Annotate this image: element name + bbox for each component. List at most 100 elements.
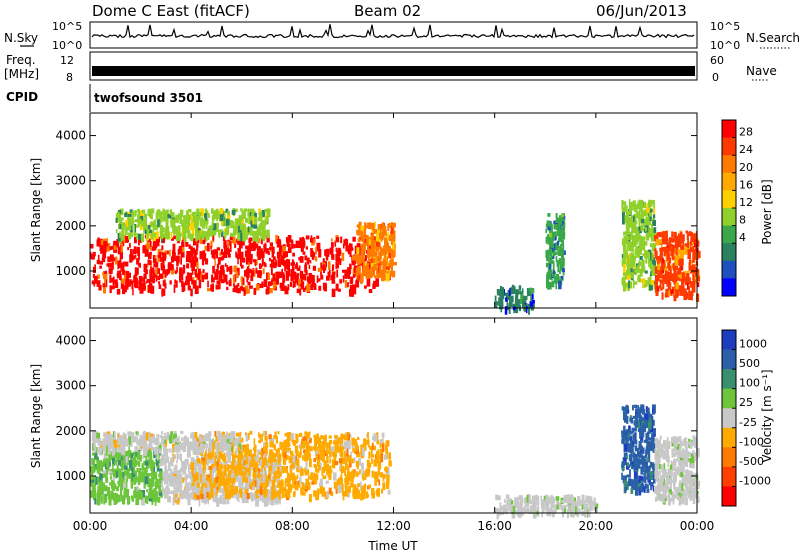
velocity-cell <box>321 493 326 497</box>
power-cell <box>553 224 558 230</box>
power-cell <box>642 242 646 251</box>
velocity-cell <box>227 443 230 453</box>
velocity-cell <box>150 464 154 471</box>
velocity-cell <box>259 451 263 456</box>
velocity-cell <box>239 483 243 489</box>
power-cell <box>373 228 378 234</box>
velocity-cell <box>124 439 127 444</box>
power-cell <box>656 286 660 292</box>
velocity-cell <box>175 487 178 495</box>
velocity-cell <box>228 440 232 448</box>
power-cell <box>670 292 673 296</box>
power-cell <box>680 285 684 293</box>
velocity-cell <box>256 468 261 478</box>
velocity-cell <box>329 451 332 458</box>
power-cell <box>206 210 209 215</box>
power-cell <box>653 271 657 276</box>
velocity-cell <box>271 467 273 475</box>
power-cell <box>209 225 213 230</box>
velocity-cell <box>105 477 109 483</box>
power-cell <box>352 285 357 295</box>
power-cell <box>351 288 354 297</box>
velocity-cell <box>249 467 253 471</box>
power-cell <box>143 264 148 273</box>
velocity-cell <box>265 479 268 488</box>
power-cell <box>685 230 689 234</box>
power-cell <box>686 232 689 240</box>
velocity-cell <box>177 497 180 505</box>
velocity-cell <box>208 431 212 437</box>
power-cell <box>225 208 229 213</box>
velocity-cell <box>164 494 167 499</box>
cpid-label: CPID <box>6 90 38 104</box>
velocity-cell <box>90 466 94 476</box>
power-cell <box>684 281 689 286</box>
power-cell <box>121 278 125 284</box>
velocity-cell <box>91 434 95 442</box>
power-cell <box>182 264 186 274</box>
power-cell <box>112 279 115 287</box>
power-cell <box>645 216 650 223</box>
velocity-cell <box>574 501 578 508</box>
power-cell <box>208 225 211 230</box>
power-cell <box>285 237 289 243</box>
power-cell <box>93 281 95 285</box>
power-cell <box>626 225 630 235</box>
power-cell <box>292 252 295 257</box>
power-cell <box>546 271 549 279</box>
velocity-cell <box>504 498 506 504</box>
power-cell <box>151 246 155 251</box>
velocity-cell <box>113 498 117 505</box>
power-cell <box>511 286 516 295</box>
power-cell <box>640 237 644 242</box>
velocity-cell <box>222 434 226 443</box>
power-cell <box>499 300 502 307</box>
power-cell <box>667 273 671 278</box>
power-cell <box>241 264 244 269</box>
velocity-cell <box>96 497 101 506</box>
velocity-cell <box>150 446 155 451</box>
power-cell <box>267 281 272 287</box>
velocity-cell <box>226 448 229 457</box>
power-cell <box>662 282 665 290</box>
velocity-cell <box>572 504 576 510</box>
power-cell <box>160 234 163 239</box>
power-cell <box>298 257 302 261</box>
velocity-cell <box>528 509 531 514</box>
power-cell <box>388 237 392 242</box>
velocity-cell <box>274 471 278 479</box>
power-cell <box>311 251 314 260</box>
power-cell <box>268 247 272 251</box>
power-cell <box>92 273 95 278</box>
velocity-cell <box>207 477 210 482</box>
power-cell <box>306 283 310 292</box>
velocity-cell <box>117 480 121 487</box>
power-cell <box>136 267 139 275</box>
power-cell <box>236 287 241 294</box>
velocity-cell <box>302 455 304 461</box>
power-cell <box>241 223 245 232</box>
velocity-cell <box>164 436 168 445</box>
velocity-cell <box>262 474 266 483</box>
velocity-cell <box>176 439 180 443</box>
power-cell <box>248 262 250 268</box>
velocity-cell <box>525 508 529 513</box>
velocity-cell <box>270 493 275 500</box>
power-cell <box>221 230 224 238</box>
power-cell <box>629 221 632 228</box>
velocity-cell <box>241 455 246 462</box>
velocity-cell <box>338 458 343 464</box>
velocity-cell <box>97 485 101 493</box>
velocity-cell <box>94 497 97 505</box>
velocity-cell <box>263 441 265 447</box>
power-cell <box>635 211 640 219</box>
power-cell <box>697 248 699 253</box>
velocity-cell <box>244 477 248 483</box>
power-cell <box>304 264 308 273</box>
power-cell <box>692 274 695 281</box>
power-cell <box>628 199 631 208</box>
power-cell <box>545 228 548 234</box>
velocity-cell <box>124 497 127 501</box>
power-cell <box>287 235 292 243</box>
velocity-cell <box>316 468 320 473</box>
